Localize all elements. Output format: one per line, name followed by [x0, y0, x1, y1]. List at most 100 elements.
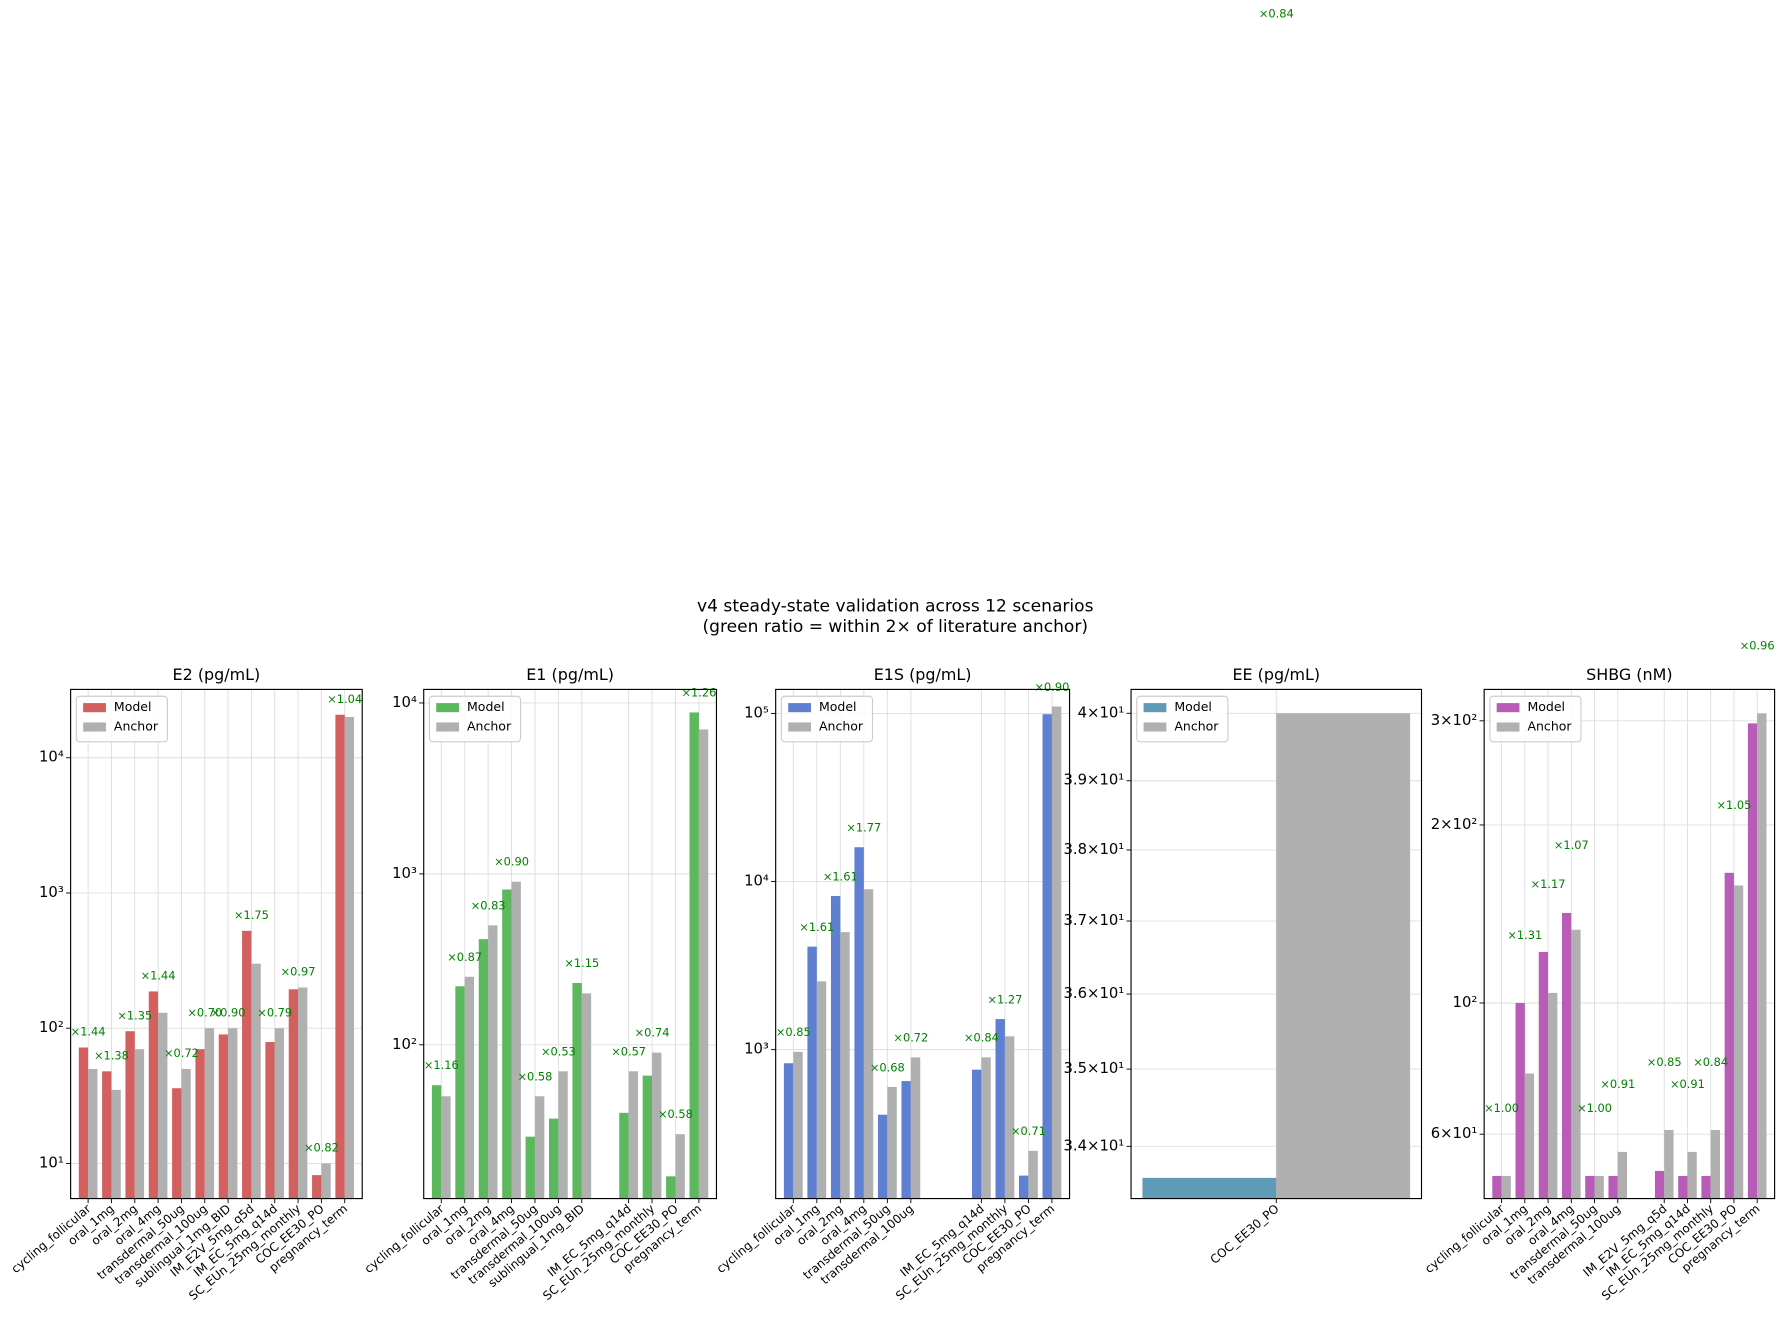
bar: [158, 1012, 168, 1199]
bar: [628, 1071, 638, 1199]
ratio-annotation: ×1.61: [799, 920, 834, 934]
bar: [995, 1019, 1005, 1199]
axes-frame: [775, 688, 1071, 1200]
ratio-annotation: ×0.82: [304, 1141, 339, 1155]
bar: [1515, 1002, 1525, 1199]
bar: [1757, 713, 1767, 1199]
bar: [807, 946, 817, 1199]
y-tick-label: 3.6×10¹: [1064, 985, 1125, 1002]
y-tick-label: 10⁴: [744, 873, 769, 890]
figure-subtitle: (green ratio = within 2× of literature a…: [702, 617, 1088, 637]
ratio-annotation: ×1.00: [1577, 1101, 1612, 1115]
legend-swatch: [83, 722, 106, 732]
ratio-annotation: ×0.85: [776, 1025, 811, 1039]
ratio-annotation: ×0.68: [870, 1060, 905, 1074]
ratio-annotation: ×1.26: [681, 685, 716, 699]
ratio-annotation: ×0.90: [494, 855, 529, 869]
ratio-annotation: ×0.72: [893, 1031, 928, 1045]
bar: [619, 1112, 629, 1199]
ratio-annotation: ×0.90: [1034, 680, 1069, 694]
legend-label: Anchor: [1527, 719, 1572, 734]
ratio-annotation: ×1.77: [846, 821, 881, 835]
ratio-annotation: ×1.75: [234, 908, 269, 922]
bar: [312, 1175, 322, 1199]
bar: [441, 1096, 451, 1199]
y-tick-label: 10³: [39, 884, 64, 901]
legend-swatch: [436, 722, 460, 732]
bar: [344, 717, 355, 1199]
ratio-annotation: ×0.87: [447, 950, 482, 964]
bar: [572, 982, 582, 1199]
y-tick-label: 10⁵: [744, 704, 769, 721]
bar: [172, 1088, 182, 1199]
bar: [887, 1086, 897, 1199]
bar: [502, 889, 512, 1199]
legend-label: Model: [114, 699, 152, 714]
bar: [698, 729, 709, 1199]
ratio-annotation: ×1.31: [1507, 928, 1542, 942]
bar: [581, 993, 592, 1199]
legend-swatch: [788, 722, 811, 732]
y-tick-label: 3.5×10¹: [1064, 1060, 1125, 1077]
ratio-annotation: ×0.91: [1600, 1077, 1635, 1091]
bar: [816, 981, 827, 1199]
axes-frame: [70, 688, 363, 1200]
bar: [464, 976, 475, 1199]
ratio-annotation: ×1.17: [1531, 877, 1566, 891]
ratio-annotation: ×0.72: [164, 1046, 199, 1060]
bar: [1042, 714, 1052, 1199]
ratio-annotation: ×1.00: [1484, 1101, 1519, 1115]
axes-frame: [1483, 688, 1776, 1200]
bar: [321, 1163, 331, 1199]
ratio-annotation: ×1.44: [141, 969, 176, 983]
bar: [1028, 1150, 1038, 1199]
ratio-annotation: ×0.84: [1259, 7, 1294, 21]
ratio-annotation: ×1.35: [117, 1008, 152, 1022]
y-tick-label: 3.7×10¹: [1064, 912, 1125, 929]
ratio-annotation: ×0.83: [471, 898, 506, 912]
legend-label: Anchor: [819, 719, 864, 734]
bar: [783, 1063, 794, 1199]
bar: [1687, 1151, 1697, 1199]
ratio-annotation: ×0.84: [964, 1031, 999, 1045]
bar: [195, 1049, 205, 1199]
bar: [1747, 723, 1758, 1199]
bar: [88, 1068, 98, 1199]
y-tick-label: 10⁴: [392, 694, 417, 711]
y-tick-label: 10⁴: [39, 749, 64, 766]
y-tick-label: 3.8×10¹: [1064, 841, 1125, 858]
bar: [525, 1136, 535, 1199]
legend-swatch: [1496, 703, 1520, 713]
ratio-annotation: ×0.84: [1693, 1055, 1728, 1069]
bar: [558, 1071, 568, 1199]
x-tick-label: COC_EE30_PO: [1208, 1202, 1282, 1267]
bar: [204, 1028, 215, 1199]
y-tick-label: 10²: [1453, 994, 1478, 1011]
ratio-annotation: ×1.27: [987, 992, 1022, 1006]
bar: [1678, 1175, 1688, 1199]
ratio-annotation: ×1.61: [823, 869, 858, 883]
bar: [102, 1071, 112, 1199]
bar: [854, 847, 864, 1199]
bar: [981, 1057, 991, 1199]
bar: [335, 714, 345, 1199]
bar: [125, 1031, 135, 1199]
bar: [793, 1051, 803, 1199]
y-tick-label: 3.4×10¹: [1064, 1137, 1125, 1154]
chart-title: EE (pg/mL): [1232, 665, 1320, 684]
y-tick-label: 4×10¹: [1078, 704, 1125, 721]
bar: [652, 1052, 662, 1199]
bar: [1594, 1175, 1604, 1199]
bar: [901, 1081, 911, 1199]
bar: [488, 925, 498, 1199]
y-tick-label: 10³: [744, 1041, 769, 1058]
ratio-annotation: ×0.71: [1011, 1124, 1046, 1138]
bar: [971, 1069, 982, 1199]
bar: [511, 881, 521, 1199]
figure-title: v4 steady-state validation across 12 sce…: [697, 596, 1094, 616]
ratio-annotation: ×0.90: [211, 1005, 246, 1019]
bar: [111, 1089, 121, 1199]
legend-label: Anchor: [1174, 719, 1219, 734]
y-tick-label: 2×10²: [1431, 816, 1478, 833]
